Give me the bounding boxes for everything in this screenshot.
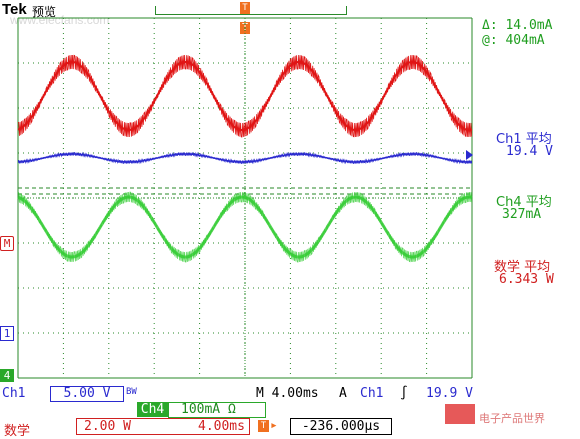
math-scale: 2.00 W [84,419,131,434]
top-status-bar [0,0,580,18]
trigger-position-icon[interactable]: T [240,2,250,14]
math-label[interactable]: 数学 [4,424,31,439]
math-measure-label: 数学 平均 [494,260,551,275]
brand-logo: Tek [2,1,27,18]
ch1-measure-label: Ch1 平均 [496,132,552,147]
math-timebase: 4.00ms [198,419,245,434]
timebase[interactable]: M 4.00ms [256,386,319,401]
ch4-trace-ripple [17,191,472,263]
ch1-scale[interactable]: 5.00 V [50,386,124,402]
watermark-bottom-text: 电子产品世界 [479,411,545,425]
watermark-top: www.elecfans.com [10,13,110,27]
horizontal-position[interactable]: -236.000µs [290,418,392,435]
cursor-at: @: 404mA [482,33,545,48]
acquisition-mode: 预览 [32,5,57,19]
trigger-level[interactable]: 19.9 V [426,386,473,401]
ch4-measure-label: Ch4 平均 [496,195,552,210]
math-measure-value: 6.343 W [499,272,554,287]
ch4-label[interactable]: Ch4 [137,402,168,417]
trigger-slope-icon[interactable]: ∫ [400,386,408,401]
ch1-trace-ripple [17,151,472,165]
ch1-ref-marker-icon[interactable]: 1 [0,326,14,341]
ch4-scale[interactable]: 100mA Ω [168,402,266,418]
ch1-measure-value: 19.4 V [506,144,553,159]
trigger-position-icon: T [258,420,269,432]
math-ref-marker-icon[interactable]: M [0,236,14,251]
position-arrow-icon: ▸ [270,418,278,433]
acquisition-label: A [339,386,347,401]
ch4-ref-marker-icon[interactable]: 4 [0,369,14,382]
watermark-logo: 电子产品世界 [445,404,545,425]
math-trace-ripple [17,54,472,138]
ch1-label[interactable]: Ch1 [2,386,26,401]
bandwidth-limit-icon: BW [126,387,137,397]
trigger-source[interactable]: Ch1 [360,386,384,401]
record-view-bar [155,6,347,15]
cursor-delta: Δ: 14.0mA [482,18,553,33]
ch4-measure-value: 327mA [502,207,542,222]
ch1-level-arrow-icon[interactable] [466,150,473,160]
traces [17,54,473,263]
